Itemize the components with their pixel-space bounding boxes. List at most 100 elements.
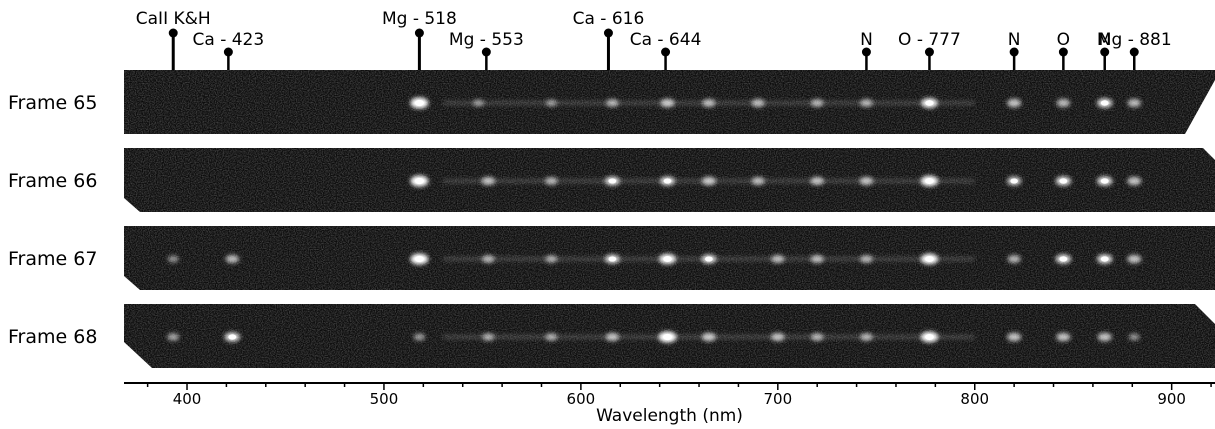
marker-label: N [860,30,873,50]
marker-9: O [1057,30,1070,70]
marker-label: Ca - 616 [573,9,645,29]
emission-line [810,333,824,341]
emission-core [608,256,617,262]
frame-strips: Frame 65 Frame 66 Frame 67 Frame 68 [8,70,1215,368]
strip-corner [1185,80,1215,134]
strip-corner [1195,304,1215,324]
marker-label: O [1057,30,1070,50]
marker-pin [1058,47,1068,57]
marker-3: Mg - 553 [449,30,524,70]
marker-pin [1129,47,1139,57]
frame-label: Frame 67 [8,248,97,270]
emission-line [751,99,765,107]
emission-line [702,99,716,107]
marker-label: Mg - 518 [382,9,457,29]
emission-core [1100,178,1109,184]
emission-line [701,332,716,342]
emission-line [1127,254,1142,264]
emission-line [751,177,765,185]
emission-line [545,177,558,185]
marker-pin [1009,47,1019,57]
emission-core [1059,256,1068,262]
marker-label: CaII K&H [136,9,211,29]
marker-7: O - 777 [898,30,961,70]
marker-11: Mg - 881 [1097,30,1172,70]
strip-corner [1203,148,1215,160]
marker-pin [661,47,671,57]
marker-label: N [1008,30,1021,50]
emission-line [1127,98,1142,108]
emission-core [925,255,934,263]
wavelength-axis: Wavelength (nm) 400 500 600 700 800 900 [124,382,1215,426]
emission-line [1007,98,1022,108]
marker-pin [481,47,491,57]
marker-5: Ca - 644 [630,30,702,70]
x-tick-label: 700 [763,390,792,408]
marker-1: Ca - 423 [193,30,265,70]
emission-line [860,333,873,341]
marker-2: Mg - 518 [382,9,457,70]
frame-label: Frame 65 [8,92,97,114]
emission-line [167,255,179,263]
strip-corner [124,276,140,290]
emission-core [704,256,713,262]
emission-line [860,255,873,263]
emission-line [482,255,495,263]
emission-core [663,333,673,341]
emission-line [606,99,619,107]
emission-line [1056,98,1071,108]
emission-core [414,177,424,185]
marker-pin [603,28,613,38]
x-tick-label: 500 [370,390,399,408]
marker-label: Ca - 423 [193,30,265,50]
frame-strip-67: Frame 67 [8,226,1215,290]
marker-8: N [1008,30,1021,70]
emission-line [660,98,675,108]
emission-line [1056,332,1071,342]
x-tick-label: 800 [960,390,989,408]
marker-label: Ca - 644 [630,30,702,50]
frame-label: Frame 66 [8,170,97,192]
emission-line [810,255,824,263]
emission-core [608,178,617,184]
emission-line [1007,255,1021,263]
emission-line [701,176,716,186]
marker-label: Mg - 553 [449,30,524,50]
emission-line [481,176,496,186]
emission-core [663,256,672,262]
frame-strip-66: Frame 66 [8,148,1215,212]
marker-0: CaII K&H [136,9,211,70]
frame-strip-65: Frame 65 [8,70,1215,134]
emission-line [771,332,785,342]
emission-line [482,333,495,341]
emission-core [1059,178,1068,184]
marker-6: N [860,30,873,70]
emission-line [810,176,824,186]
emission-core [925,333,934,341]
emission-line [472,99,484,107]
emission-core [925,100,934,106]
x-tick-label: 400 [173,390,202,408]
strip-corner [124,198,140,212]
emission-line [225,254,240,264]
marker-pin [861,47,871,57]
emission-line [1097,332,1112,342]
marker-4: Ca - 616 [573,9,645,70]
emission-core [663,178,672,184]
emission-line [605,332,620,342]
emission-line [545,99,557,107]
emission-line [1128,333,1140,341]
marker-pin [223,47,233,57]
strip-corner [124,342,152,368]
emission-line [771,255,785,263]
emission-core [1100,100,1109,106]
emission-core [228,334,237,340]
emission-line [1127,176,1142,186]
marker-pin [414,28,424,38]
emission-core [414,99,424,107]
marker-10: N [1098,30,1111,70]
emission-line [545,255,558,263]
emission-line [413,333,426,341]
marker-label: Mg - 881 [1097,30,1172,50]
